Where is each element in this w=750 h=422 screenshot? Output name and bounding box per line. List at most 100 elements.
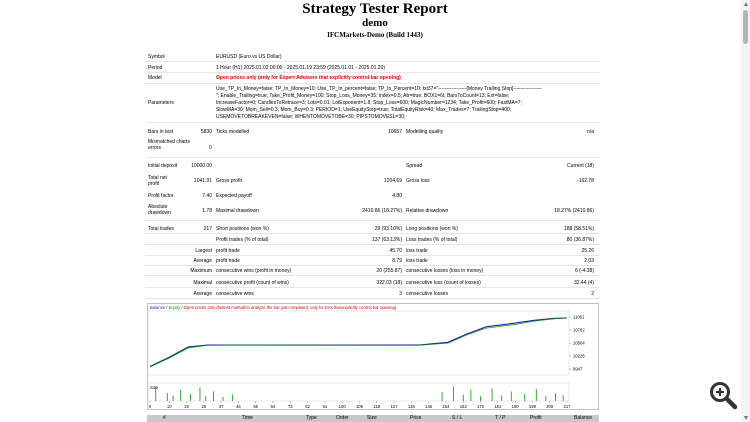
x-tick-label: 37: [219, 404, 224, 409]
y-tick-label: 9947: [573, 367, 583, 372]
absolute-drawdown-label: Absolute drawdown: [148, 204, 171, 216]
y-tick-label: 10504: [573, 341, 585, 346]
balance-chart: Balance / Equity / Open prices only (fas…: [147, 303, 599, 410]
relative-drawdown-value: 18.27% (2410.86): [554, 208, 594, 214]
maximal-drawdown-label: Maximal drawdown: [216, 208, 259, 214]
y-tick-label: 10225: [573, 354, 585, 359]
trade-metric-label: profit trade: [216, 248, 240, 254]
trade-metric-label: consecutive wins: [216, 291, 254, 297]
net-profit-label: Total net profit: [148, 175, 167, 187]
divider: [145, 122, 600, 123]
ticks-label: Ticks modelled: [216, 129, 250, 135]
table-header-cell: Profit: [530, 415, 542, 421]
x-tick-label: 163: [460, 404, 468, 409]
scroll-down-icon[interactable]: [744, 416, 748, 420]
gross-loss-value: -162.78: [577, 178, 594, 184]
x-tick-label: 0: [149, 404, 152, 409]
profit-factor-value: 7.40: [202, 193, 212, 199]
spread-label: Spread: [406, 163, 423, 169]
table-header-cell: Price: [410, 415, 422, 421]
x-tick-label: 10: [167, 404, 172, 409]
plot-area: [147, 310, 570, 376]
profit-factor-label: Profit factor: [148, 193, 174, 199]
trade-metric-value: 2: [591, 291, 594, 297]
net-profit-value: 1041.91: [193, 178, 212, 184]
trade-metric-value: 2.03: [584, 258, 594, 264]
ticks-value: 10657: [388, 129, 402, 135]
parameters-line: USEMOVETOBREAKEVEN=false; WHENTOMOVETOBE…: [216, 114, 406, 120]
gross-profit-label: Gross profit: [216, 178, 242, 184]
symbol-label: Symbol: [148, 54, 165, 60]
trade-metric-value: 6 (-4.38): [575, 268, 594, 274]
trade-metric-label: Short positions (won %): [216, 226, 269, 232]
symbol-value: EURUSD (Euro vs US Dollar): [216, 54, 282, 60]
model-value: Open prices only (only for Expert Adviso…: [216, 75, 401, 81]
table-header-cell: Type: [306, 415, 317, 421]
expected-payoff-label: Expected payoff: [216, 193, 252, 199]
x-tick-label: 91: [323, 404, 328, 409]
table-header-cell: Size: [367, 415, 377, 421]
spread-value: Current (18): [567, 163, 594, 169]
scroll-up-icon[interactable]: [744, 2, 748, 6]
x-tick-label: 208: [546, 404, 554, 409]
trade-metric-value: 3: [399, 291, 402, 297]
zoom-in-icon[interactable]: [708, 380, 738, 410]
deposit-label: Initial deposit: [148, 163, 178, 169]
period-label: Period: [148, 65, 163, 71]
divider: [145, 157, 600, 158]
trade-metric-label: consecutive wins (profit in money): [216, 268, 292, 274]
trade-row-label: Average: [193, 291, 212, 297]
expected-payoff-value: 4.80: [392, 193, 402, 199]
trade-metric-value: 45.70: [389, 248, 402, 254]
divider: [145, 244, 600, 245]
y-tick-label: 11061: [573, 315, 585, 320]
parameters-line: Use_TP_In_Money=false; TP_In_Money=10; U…: [216, 86, 542, 92]
divider: [145, 298, 600, 299]
trade-metric-label: Profit trades (% of total): [216, 237, 269, 243]
table-header-cell: Order: [336, 415, 349, 421]
trade-metric-value: 32.44 (4): [573, 280, 594, 286]
x-tick-label: 100: [339, 404, 347, 409]
trade-metric-label: loss trade: [406, 258, 428, 264]
x-tick-label: 19: [184, 404, 189, 409]
divider: [145, 287, 600, 288]
absolute-drawdown-value: 1.78: [202, 208, 212, 214]
relative-drawdown-label: Relative drawdown: [406, 208, 449, 214]
x-tick-label: 136: [408, 404, 416, 409]
trade-row-label: Largest: [195, 248, 212, 254]
server-info: IFCMarkets-Demo (Build 1443): [327, 31, 423, 39]
x-tick-label: 55: [253, 404, 258, 409]
trade-metric-value: 29 (93.10%): [374, 226, 402, 232]
report-title: Strategy Tester Report: [302, 1, 448, 17]
x-tick-label: 127: [391, 404, 399, 409]
trade-metric-value: 137 (63.13%): [371, 237, 402, 243]
parameters-label: Parameters: [148, 100, 174, 106]
quality-label: Modelling quality: [406, 129, 444, 135]
divider: [145, 233, 600, 234]
scrollbar-thumb[interactable]: [743, 10, 748, 44]
quality-value: n/a: [587, 129, 594, 135]
x-tick-label: 28: [201, 404, 206, 409]
divider: [145, 275, 600, 276]
maximal-drawdown-value: 2410.86 (18.27%): [362, 208, 402, 214]
trade-row-label: Average: [193, 258, 212, 264]
trade-metric-value: 8.79: [392, 258, 402, 264]
x-tick-label: 154: [442, 404, 450, 409]
trade-metric-label: consecutive profit (count of wins): [216, 280, 289, 286]
balance-line: [149, 317, 568, 367]
trade-row-label: Total trades: [148, 226, 174, 232]
vertical-scrollbar[interactable]: [741, 0, 750, 422]
report-subtitle: demo: [362, 17, 388, 29]
trade-metric-label: profit trade: [216, 258, 240, 264]
mismatch-label: Mismatched charts errors: [148, 139, 190, 151]
divider: [145, 255, 600, 256]
x-tick-label: 172: [477, 404, 485, 409]
table-header-cell: T / P: [495, 415, 506, 421]
chart-legend: Balance / Equity / Open prices only (fas…: [150, 305, 397, 310]
size-area: [147, 382, 570, 402]
deposit-value: 10000.00: [191, 163, 212, 169]
x-tick-label: 217: [564, 404, 572, 409]
trade-metric-value: 80 (36.87%): [566, 237, 594, 243]
x-tick-label: 82: [305, 404, 310, 409]
divider: [145, 72, 600, 73]
